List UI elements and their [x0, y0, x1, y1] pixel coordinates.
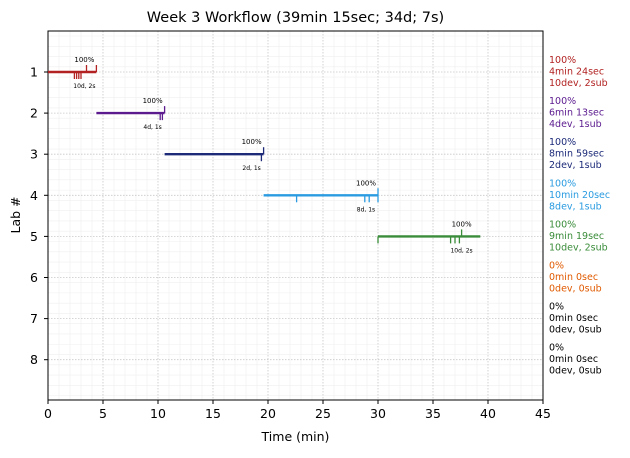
- lab-4-count-label: 8d, 1s: [357, 206, 375, 213]
- y-tick-label: 4: [30, 188, 38, 203]
- x-tick-label: 35: [425, 406, 441, 421]
- lab-1-summary-line: 10dev, 2sub: [549, 78, 608, 89]
- lab-5-summary-line: 100%: [549, 219, 576, 230]
- lab-6-summary-line: 0min 0sec: [549, 272, 598, 283]
- lab-4-pct-label: 100%: [356, 179, 376, 187]
- y-tick-label: 2: [30, 106, 38, 121]
- lab-7-summary-line: 0%: [549, 302, 564, 313]
- y-axis-label: Lab #: [8, 196, 23, 233]
- lab-6-summary-line: 0dev, 0sub: [549, 284, 602, 295]
- lab-6-summary-line: 0%: [549, 261, 564, 272]
- lab-3-summary-line: 2dev, 1sub: [549, 160, 602, 171]
- x-tick-label: 10: [150, 406, 166, 421]
- lab-7-summary-line: 0min 0sec: [549, 313, 598, 324]
- x-tick-label: 45: [535, 406, 551, 421]
- chart-title: Week 3 Workflow (39min 15sec; 34d; 7s): [147, 10, 444, 26]
- lab-2-summary-line: 4dev, 1sub: [549, 119, 602, 130]
- lab-3-summary-line: 8min 59sec: [549, 149, 604, 160]
- x-tick-label: 25: [315, 406, 331, 421]
- x-tick-label: 30: [370, 406, 386, 421]
- lab-2-pct-label: 100%: [143, 97, 163, 105]
- lab-8-summary-line: 0dev, 0sub: [549, 366, 602, 377]
- lab-5-summary-line: 10dev, 2sub: [549, 242, 608, 253]
- y-tick-label: 5: [30, 229, 38, 244]
- plot-frame: [47, 30, 544, 401]
- lab-2-summary-line: 100%: [549, 96, 576, 107]
- lab-4-summary-line: 10min 20sec: [549, 190, 610, 201]
- x-axis-label: Time (min): [261, 429, 330, 444]
- x-tick-label: 5: [99, 406, 107, 421]
- lab-5-pct-label: 100%: [452, 220, 472, 228]
- lab-7-summary-line: 0dev, 0sub: [549, 325, 602, 336]
- lab-2-summary-line: 6min 13sec: [549, 108, 604, 119]
- lab-8-summary-line: 0min 0sec: [549, 354, 598, 365]
- y-tick-label: 8: [30, 352, 38, 367]
- lab-1-summary-line: 100%: [549, 55, 576, 66]
- x-tick-label: 40: [480, 406, 496, 421]
- lab-1-summary-line: 4min 24sec: [549, 67, 604, 78]
- lab-5-summary-line: 9min 19sec: [549, 231, 604, 242]
- lab-2-count-label: 4d, 1s: [143, 124, 161, 131]
- lab-3-pct-label: 100%: [242, 138, 262, 146]
- lab-8-summary-line: 0%: [549, 343, 564, 354]
- y-tick-label: 3: [30, 147, 38, 162]
- lab-1-pct-label: 100%: [74, 56, 94, 64]
- y-tick-label: 1: [30, 65, 38, 80]
- lab-4-summary-line: 100%: [549, 178, 576, 189]
- lab-3-summary-line: 100%: [549, 137, 576, 148]
- x-tick-label: 0: [44, 406, 52, 421]
- y-tick-label: 7: [30, 311, 38, 326]
- x-tick-label: 15: [205, 406, 221, 421]
- y-tick-label: 6: [30, 270, 38, 285]
- lab-4-summary-line: 8dev, 1sub: [549, 201, 602, 212]
- lab-1-count-label: 10d, 2s: [73, 83, 95, 90]
- lab-5-count-label: 10d, 2s: [450, 247, 472, 254]
- lab-3-count-label: 2d, 1s: [242, 165, 260, 172]
- x-tick-label: 20: [260, 406, 276, 421]
